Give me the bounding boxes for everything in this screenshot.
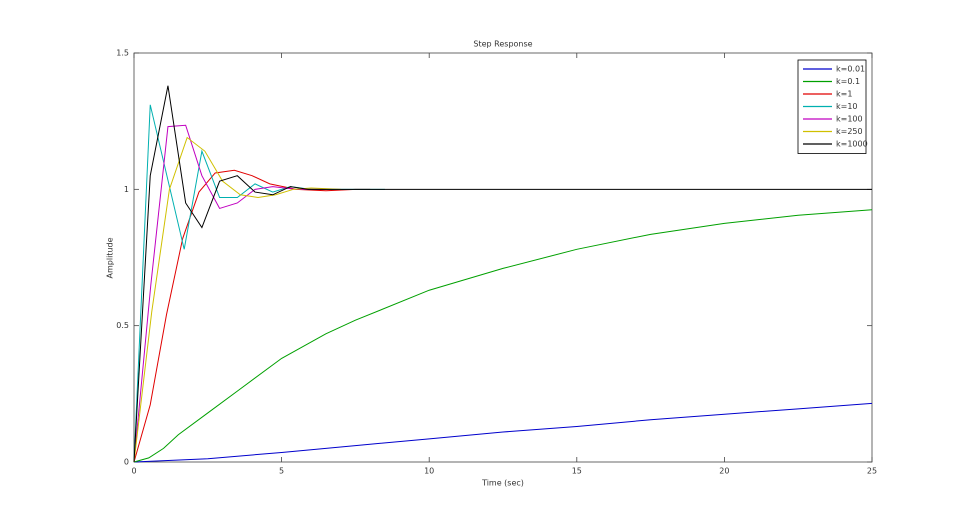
x-tick-label: 10	[424, 467, 434, 476]
legend-label: k=100	[836, 115, 863, 124]
x-tick-label: 25	[867, 467, 877, 476]
legend-label: k=1	[836, 90, 852, 99]
line-series	[133, 209, 873, 463]
x-tick-label: 0	[131, 467, 136, 476]
x-axis-label: Time (sec)	[481, 479, 524, 488]
legend-label: k=0.1	[836, 77, 860, 86]
y-tick-label: 0.5	[116, 321, 129, 330]
legend-label: k=0.01	[836, 65, 865, 74]
y-tick-label: 1.5	[116, 49, 129, 58]
y-tick-label: 1	[124, 185, 129, 194]
line-series	[133, 136, 341, 463]
x-tick-label: 5	[279, 467, 284, 476]
y-tick-label: 0	[124, 458, 129, 467]
plot-area	[133, 52, 873, 463]
line-series	[133, 402, 873, 463]
legend-label: k=10	[836, 102, 858, 111]
chart-title: Step Response	[473, 40, 532, 49]
line-series	[133, 85, 872, 463]
x-tick-label: 15	[572, 467, 582, 476]
legend-label: k=1000	[836, 140, 868, 149]
legend-label: k=250	[836, 127, 863, 136]
line-series	[133, 169, 371, 463]
y-axis-label: Amplitude	[106, 237, 115, 278]
x-tick-label: 20	[719, 467, 729, 476]
line-series	[133, 124, 326, 463]
